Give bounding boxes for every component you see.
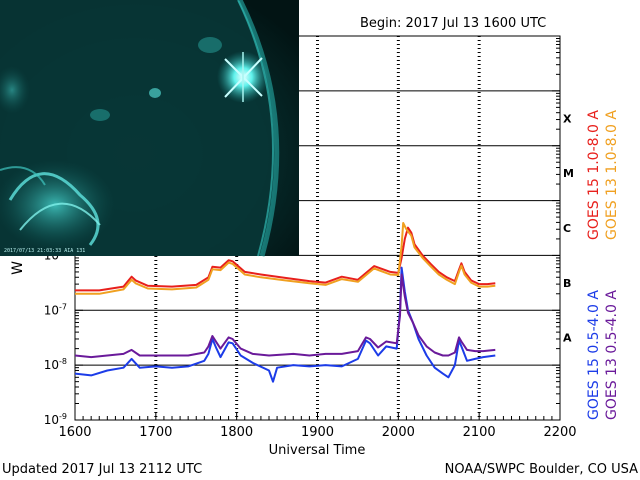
active-region-bright xyxy=(217,51,269,103)
x-tick-label: 1700 xyxy=(139,425,172,440)
series-line-2 xyxy=(75,266,496,383)
active-region-loops xyxy=(0,37,222,250)
legend-entry: GOES 15 0.5-4.0 A xyxy=(586,290,602,420)
flare-class-label-m: M xyxy=(563,167,574,180)
flare-class-labels: A B C M X xyxy=(563,112,574,344)
x-axis-title: Universal Time xyxy=(269,443,366,458)
flare-class-label-x: X xyxy=(563,112,572,125)
y-tick-label: 10-8 xyxy=(44,357,67,372)
x-axis-ticks: 1600 1700 1800 1900 2000 2100 2200 xyxy=(58,412,577,440)
y-axis-title: W xyxy=(10,261,26,275)
legend-entry: GOES 13 0.5-4.0 A xyxy=(604,290,620,420)
source-label: NOAA/SWPC Boulder, CO USA xyxy=(445,462,638,477)
x-tick-label: 1600 xyxy=(58,425,91,440)
x-tick-label: 1900 xyxy=(301,425,334,440)
series-layer xyxy=(75,222,496,383)
x-tick-label: 2000 xyxy=(382,425,415,440)
begin-time-label: Begin: 2017 Jul 13 1600 UTC xyxy=(360,16,546,31)
x-tick-label: 2100 xyxy=(463,425,496,440)
plot-area: 1600 1700 1800 1900 2000 2100 2200 10-9 10-8 10-… xyxy=(44,35,577,440)
x-tick-label: 2200 xyxy=(543,425,576,440)
legend-entry: GOES 13 1.0-8.0 A xyxy=(604,110,620,240)
legend-entry: GOES 15 1.0-8.0 A xyxy=(586,110,602,240)
solar-image-caption: 2017/07/13 21:03:33 AIA 131 xyxy=(4,248,85,254)
flare-class-label-a: A xyxy=(563,332,572,345)
y-tick-label: 10-7 xyxy=(44,302,67,317)
flare-class-label-c: C xyxy=(563,222,571,235)
solar-image-inset: 2017/07/13 21:03:33 AIA 131 xyxy=(0,0,299,257)
series-line-1 xyxy=(75,222,496,295)
legend: GOES 15 1.0-8.0 A GOES 13 1.0-8.0 A GOES 1… xyxy=(586,110,620,420)
y-tick-label: 10-9 xyxy=(44,412,67,427)
x-tick-label: 1800 xyxy=(220,425,253,440)
updated-time-label: Updated 2017 Jul 13 2112 UTC xyxy=(2,462,202,477)
flare-class-label-b: B xyxy=(563,277,571,290)
series-line-3 xyxy=(75,273,496,359)
